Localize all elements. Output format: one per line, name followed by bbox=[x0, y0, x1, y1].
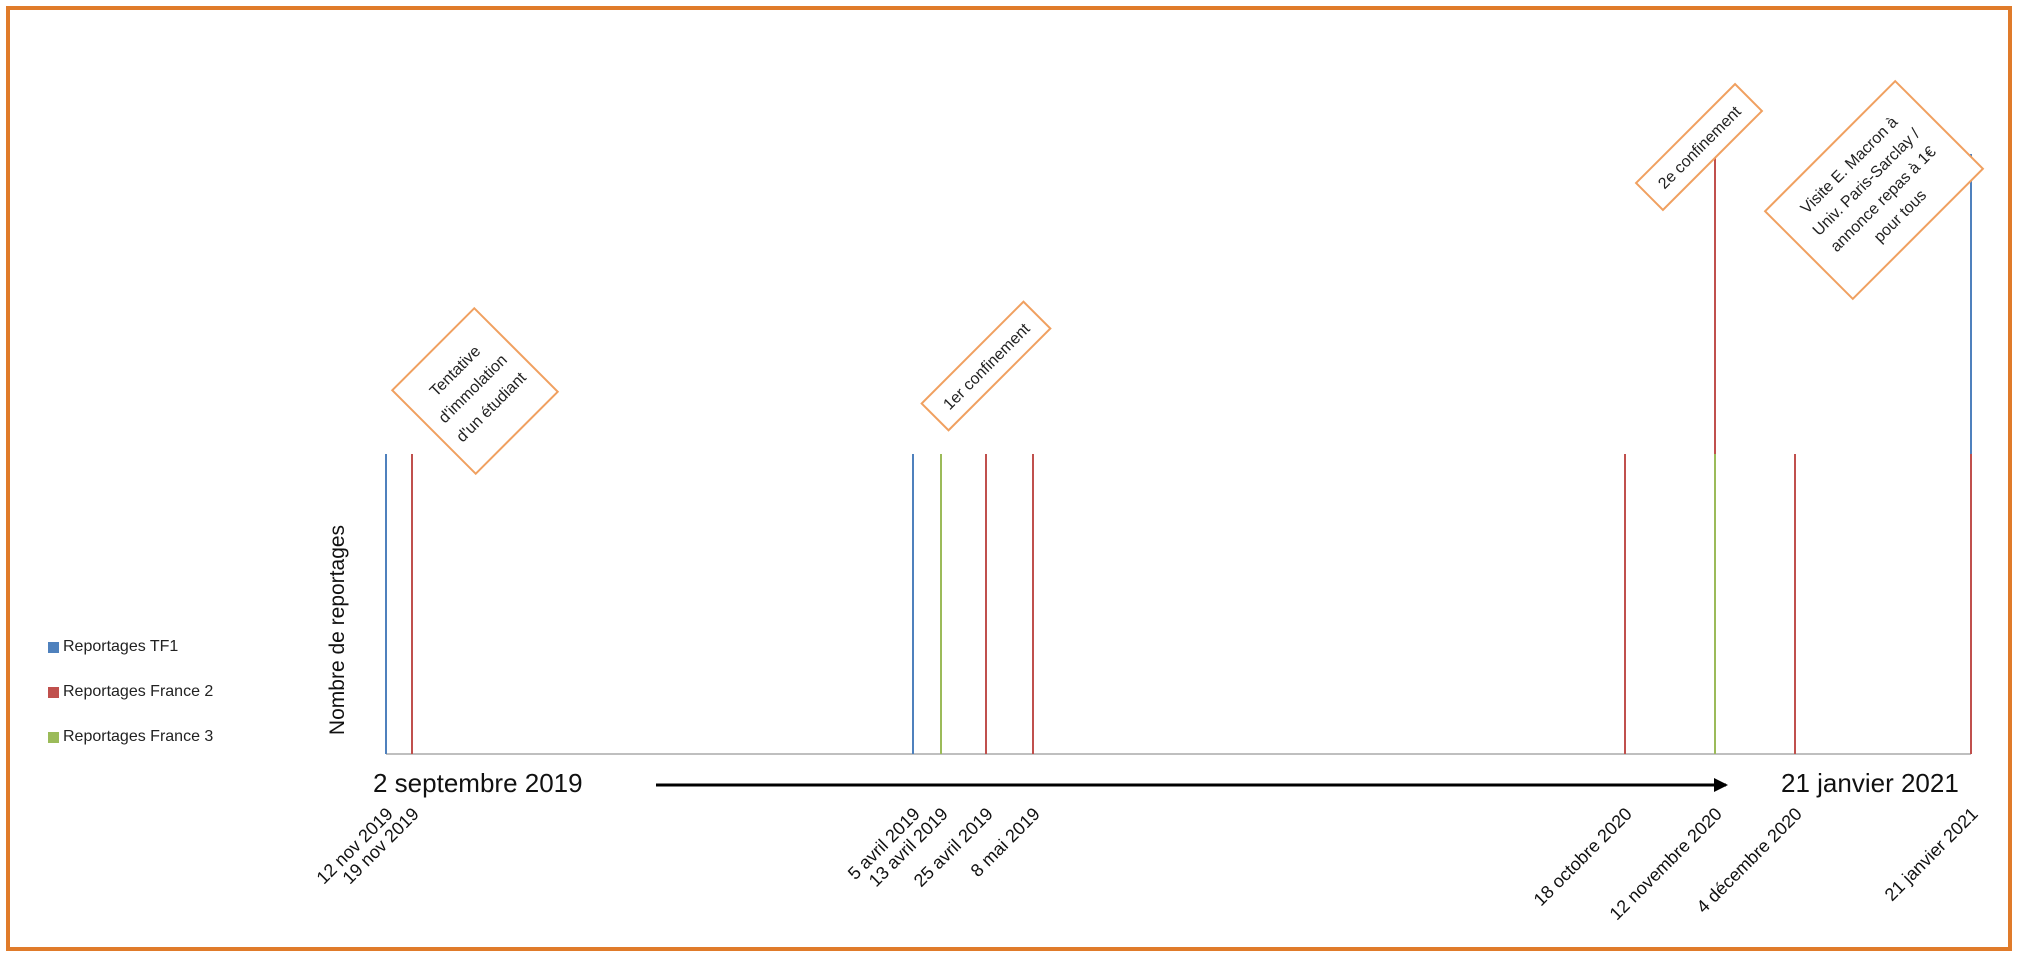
annotation-2e-confinement: 2e confinement bbox=[1634, 82, 1764, 212]
legend-item-france3: Reportages France 3 bbox=[48, 728, 213, 746]
end-date-label: 21 janvier 2021 bbox=[1781, 768, 1959, 798]
start-date-label: 2 septembre 2019 bbox=[373, 768, 583, 798]
legend-label-tf1: Reportages TF1 bbox=[63, 638, 179, 655]
annotation-box bbox=[1763, 79, 1985, 301]
annotation-1er-confinement: 1er confinement bbox=[920, 300, 1052, 432]
date-tick-label: 18 octobre 2020 bbox=[1530, 804, 1636, 910]
y-axis-label: Nombre de reportages bbox=[326, 525, 349, 735]
legend-item-france2: Reportages France 2 bbox=[48, 683, 213, 701]
annotation-box bbox=[1634, 82, 1764, 212]
annotation-box bbox=[390, 306, 560, 476]
annotation-text: 2e confinement bbox=[1655, 103, 1745, 193]
date-tick-label: 21 janvier 2021 bbox=[1881, 804, 1982, 905]
annotation-immolation: Tentative d'immolation d'un étudiant bbox=[390, 306, 560, 476]
legend-swatch-france2 bbox=[48, 686, 59, 698]
legend-item-tf1: Reportages TF1 bbox=[48, 638, 178, 656]
legend-swatch-france3 bbox=[48, 731, 59, 743]
annotation-box bbox=[920, 300, 1052, 432]
legend-label-france2: Reportages France 2 bbox=[63, 683, 214, 700]
legend-label-france3: Reportages France 3 bbox=[63, 728, 214, 745]
annotation-text: 1er confinement bbox=[940, 320, 1034, 414]
legend-swatch-tf1 bbox=[48, 641, 59, 653]
annotation-visite-macron: Visite E. Macron à Univ. Paris-Sarclay /… bbox=[1763, 79, 1985, 301]
